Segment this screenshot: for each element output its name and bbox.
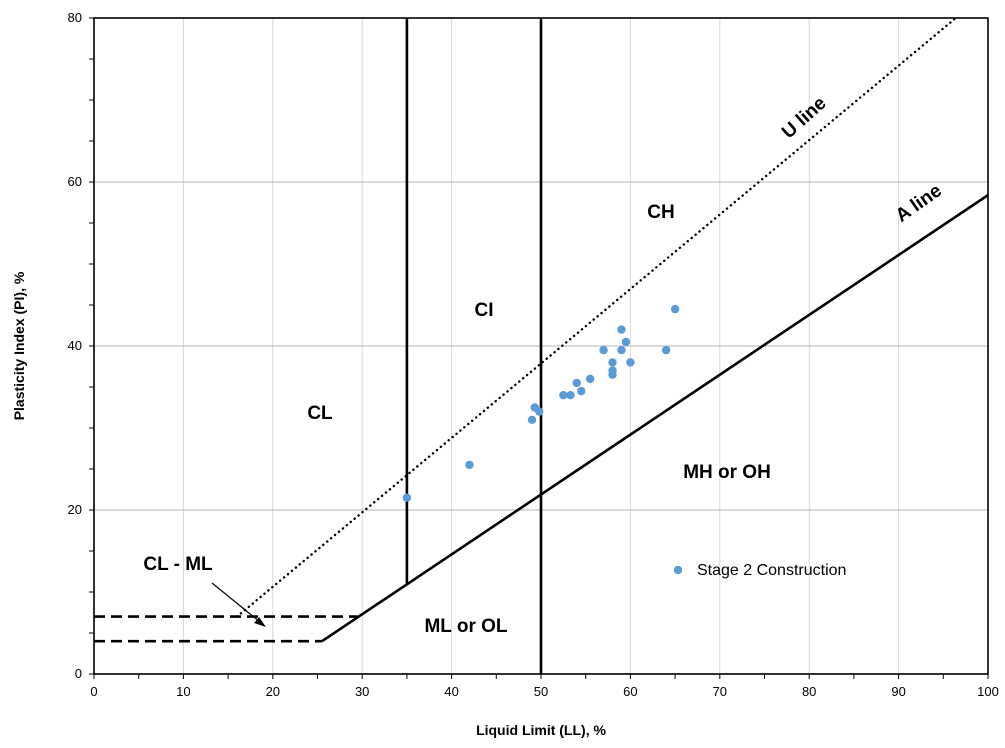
y-axis-title: Plasticity Index (PI), % xyxy=(11,271,27,420)
data-point-0-10 xyxy=(599,345,608,355)
data-point-0-16 xyxy=(621,337,631,347)
a-line xyxy=(321,194,989,643)
y-tick-label-4: 80 xyxy=(68,10,82,25)
x-tick-label-5: 50 xyxy=(534,684,548,699)
legend: Stage 2 Construction xyxy=(673,562,846,579)
x-tick-label-8: 80 xyxy=(802,684,816,699)
data-point-0-1 xyxy=(465,460,474,470)
u-line-label: U line xyxy=(778,93,830,143)
zone-label-mh-oh: MH or OH xyxy=(683,462,771,483)
y-tick-label-3: 60 xyxy=(68,174,82,189)
data-point-0-19 xyxy=(670,304,680,314)
data-point-0-7 xyxy=(572,378,581,388)
x-tick-label-6: 60 xyxy=(623,684,637,699)
zone-label-cl: CL xyxy=(307,403,333,424)
data-point-0-14 xyxy=(617,345,626,355)
x-tick-label-9: 90 xyxy=(891,684,905,699)
zone-label-ci: CI xyxy=(475,300,494,321)
y-tick-label-0: 0 xyxy=(75,666,82,681)
data-point-0-9 xyxy=(585,374,595,383)
data-point-0-4 xyxy=(535,407,544,416)
axis-ticks: 0 10 20 30 40 50 60 70 80 90 100 0 20 40 60 80 xyxy=(68,10,999,699)
data-point-0-2 xyxy=(527,415,537,424)
x-tick-label-2: 20 xyxy=(266,684,280,699)
data-point-0-8 xyxy=(577,386,586,396)
x-tick-label-7: 70 xyxy=(713,684,727,699)
x-axis-title: Liquid Limit (LL), % xyxy=(476,722,606,738)
x-tick-label-4: 40 xyxy=(444,684,458,699)
u-line xyxy=(235,16,958,618)
data-point-0-0 xyxy=(402,493,412,502)
cl-ml-arrow xyxy=(211,582,266,627)
x-tick-label-1: 10 xyxy=(176,684,190,699)
data-point-0-6 xyxy=(566,391,575,400)
zone-label-cl-ml: CL - ML xyxy=(143,554,213,575)
zone-label-ml-ol: ML or OL xyxy=(424,616,507,637)
x-tick-label-3: 30 xyxy=(355,684,369,699)
legend-marker xyxy=(673,565,683,575)
x-tick-label-10: 100 xyxy=(977,684,999,699)
a-line-label: A line xyxy=(892,180,946,226)
reference-lines xyxy=(94,16,989,674)
y-tick-label-2: 40 xyxy=(68,338,82,353)
x-tick-label-0: 0 xyxy=(90,684,97,699)
y-tick-label-1: 20 xyxy=(68,502,82,517)
legend-label: Stage 2 Construction xyxy=(697,562,846,579)
data-point-0-17 xyxy=(626,358,635,367)
data-points xyxy=(402,304,680,502)
zone-label-ch: CH xyxy=(647,202,674,223)
data-point-0-18 xyxy=(661,345,671,355)
data-point-0-5 xyxy=(559,391,568,400)
data-point-0-13 xyxy=(608,358,617,367)
data-point-0-15 xyxy=(617,325,626,334)
data-point-0-12 xyxy=(608,366,617,375)
